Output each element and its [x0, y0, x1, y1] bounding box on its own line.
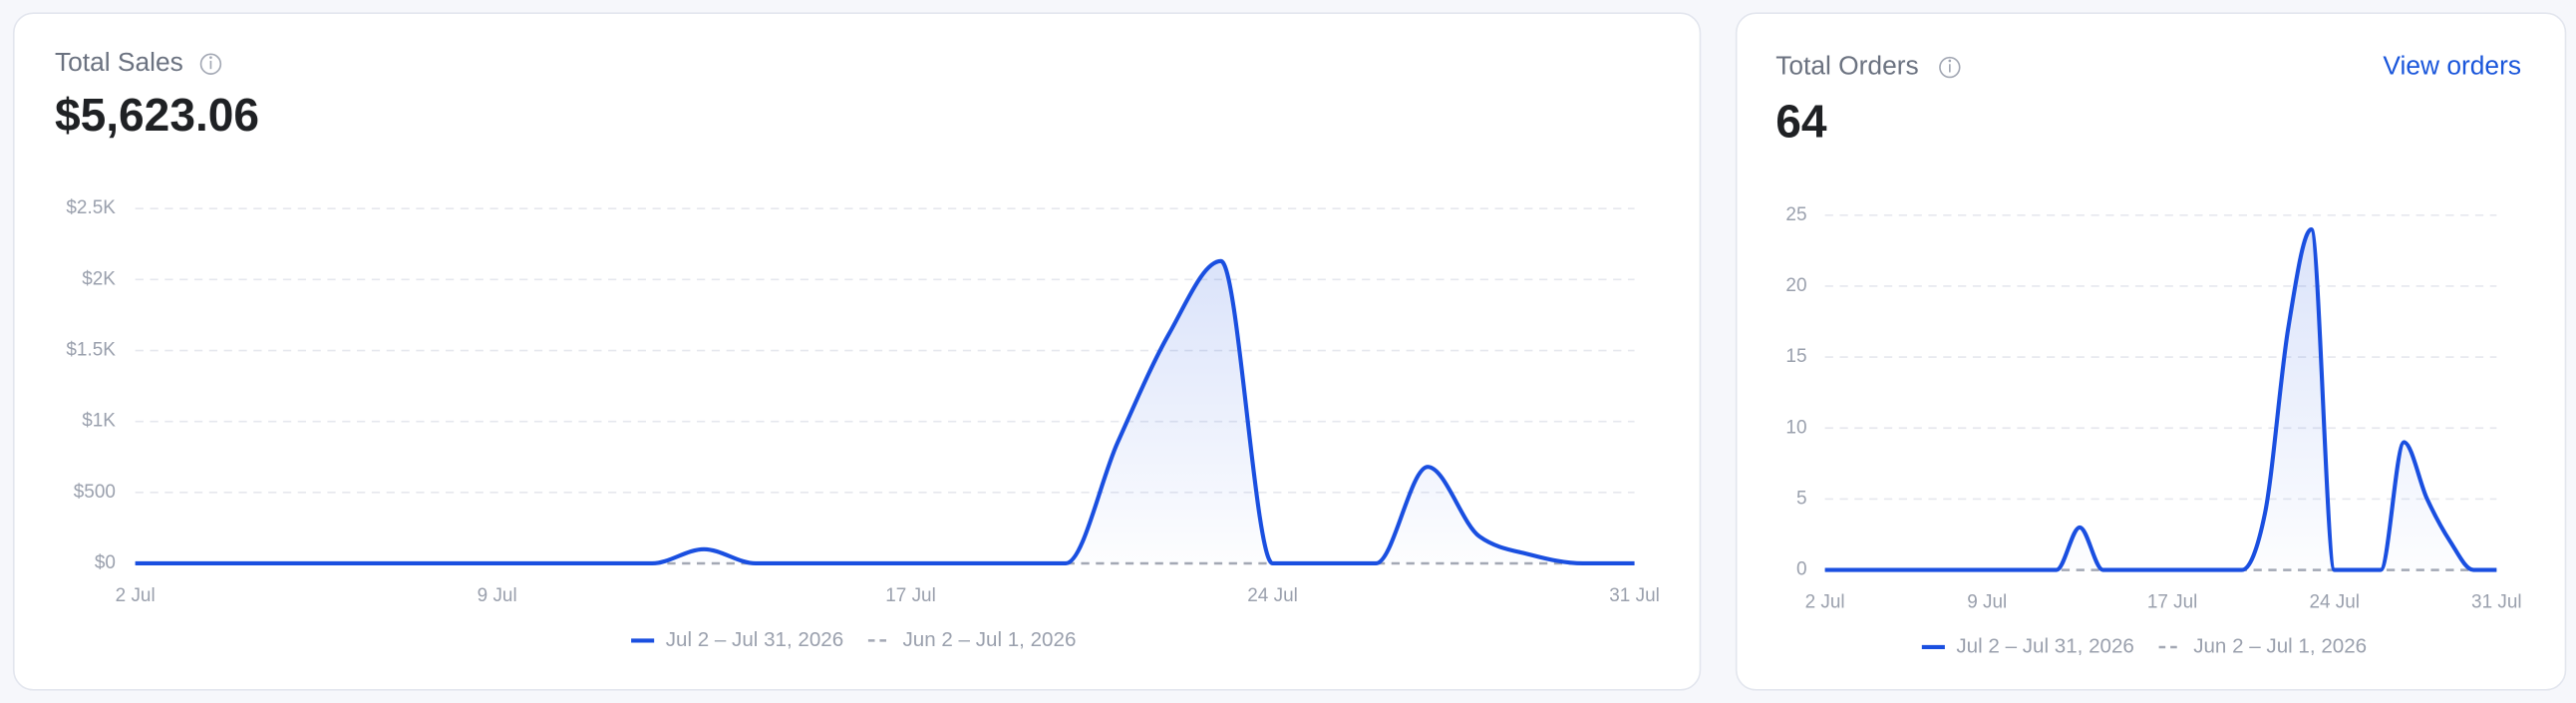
x-tick-label: 2 Jul — [1805, 592, 1845, 613]
x-tick-label: 17 Jul — [2147, 592, 2198, 613]
x-tick-label: 24 Jul — [1247, 585, 1298, 606]
y-tick-label: 25 — [1785, 204, 1806, 225]
y-tick-label: 15 — [1785, 346, 1806, 367]
y-tick-label: $2.5K — [66, 197, 116, 218]
legend-label: Jun 2 – Jul 1, 2026 — [902, 628, 1076, 651]
x-tick-label: 2 Jul — [116, 585, 156, 606]
y-tick-label: $1.5K — [66, 340, 116, 361]
y-tick-label: $0 — [95, 552, 116, 573]
card-title: Total Sales — [55, 47, 183, 77]
view-orders-link[interactable]: View orders — [2383, 50, 2521, 80]
area — [1824, 229, 2497, 570]
card — [12, 12, 1702, 691]
y-tick-label: 20 — [1785, 275, 1806, 296]
card — [1735, 12, 2567, 691]
legend-label: Jul 2 – Jul 31, 2026 — [666, 628, 843, 651]
y-tick-label: 0 — [1796, 559, 1807, 580]
card-total: 64 — [1775, 95, 1827, 147]
x-tick-label: 31 Jul — [2471, 592, 2522, 613]
x-tick-label: 17 Jul — [885, 585, 936, 606]
line — [135, 258, 1635, 566]
y-tick-label: $500 — [74, 482, 116, 503]
card-total: $5,623.06 — [55, 89, 259, 141]
info-icon — [1939, 56, 1961, 79]
x-tick-label: 9 Jul — [478, 585, 517, 606]
y-tick-label: 5 — [1796, 488, 1807, 509]
y-tick-label: $1K — [82, 411, 116, 432]
info-icon — [199, 53, 222, 75]
y-tick-label: $2K — [82, 268, 116, 289]
legend-label: Jul 2 – Jul 31, 2026 — [1956, 634, 2133, 657]
line — [1824, 226, 2497, 572]
x-tick-label: 24 Jul — [2309, 592, 2360, 613]
y-tick-label: 10 — [1785, 417, 1806, 438]
legend-label: Jun 2 – Jul 1, 2026 — [2193, 634, 2367, 657]
card-title: Total Orders — [1775, 50, 1918, 80]
x-tick-label: 9 Jul — [1967, 592, 2007, 613]
x-tick-label: 31 Jul — [1609, 585, 1660, 606]
